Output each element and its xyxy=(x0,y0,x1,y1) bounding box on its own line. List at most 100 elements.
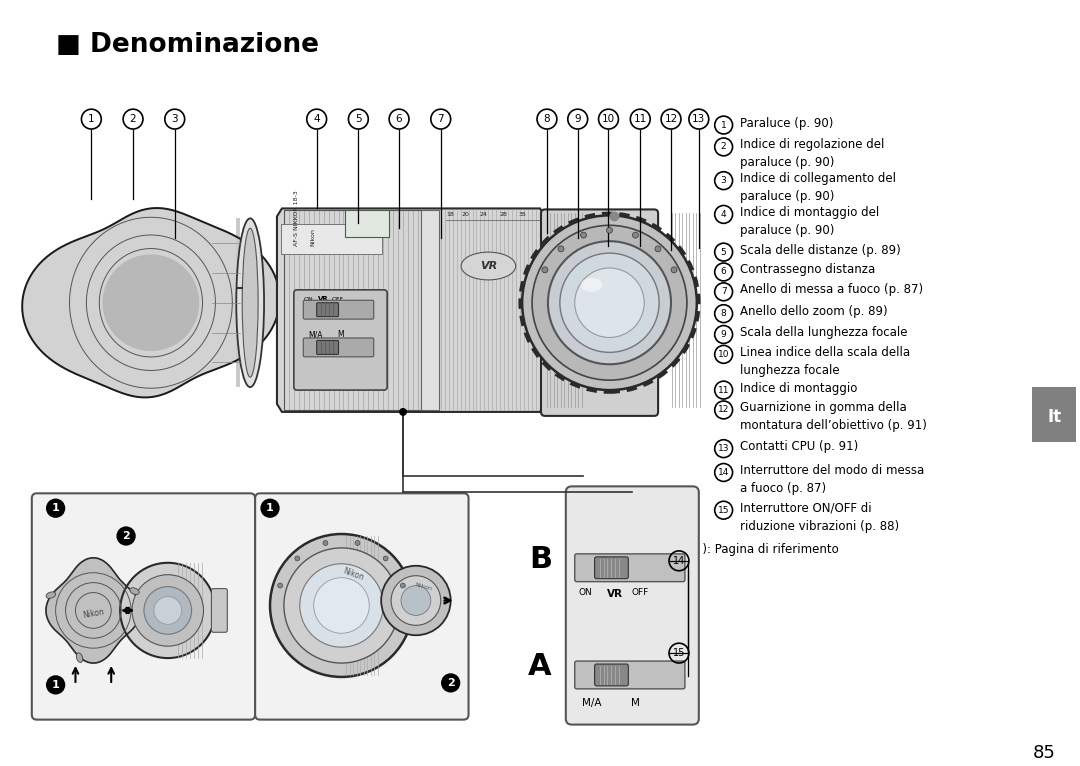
FancyBboxPatch shape xyxy=(595,557,629,578)
Circle shape xyxy=(401,583,405,588)
Text: 5: 5 xyxy=(720,247,727,257)
Circle shape xyxy=(295,556,300,561)
Text: OFF: OFF xyxy=(332,296,343,302)
Text: 2: 2 xyxy=(130,114,136,124)
Text: ON: ON xyxy=(579,588,593,597)
Circle shape xyxy=(609,211,620,221)
Text: 13: 13 xyxy=(692,114,705,124)
FancyBboxPatch shape xyxy=(303,338,374,357)
Text: Anello dello zoom (p. 89): Anello dello zoom (p. 89) xyxy=(740,305,887,318)
Circle shape xyxy=(284,548,399,663)
Text: OFF: OFF xyxy=(632,588,649,597)
Text: 6: 6 xyxy=(395,114,403,124)
FancyBboxPatch shape xyxy=(255,493,469,719)
Text: riduzione vibrazioni (p. 88): riduzione vibrazioni (p. 88) xyxy=(740,519,899,532)
Circle shape xyxy=(633,232,638,238)
Text: ( ): Pagina di riferimento: ( ): Pagina di riferimento xyxy=(694,543,839,556)
Text: It: It xyxy=(1048,408,1062,426)
Text: 14: 14 xyxy=(673,556,685,566)
Polygon shape xyxy=(46,558,140,663)
Circle shape xyxy=(381,566,450,635)
Text: 20: 20 xyxy=(461,212,470,218)
Text: Contatti CPU (p. 91): Contatti CPU (p. 91) xyxy=(740,440,858,453)
Text: 2: 2 xyxy=(720,142,727,152)
FancyBboxPatch shape xyxy=(316,340,338,355)
Text: B: B xyxy=(529,545,552,574)
Circle shape xyxy=(270,534,413,677)
Text: 35: 35 xyxy=(518,212,526,218)
Text: 8: 8 xyxy=(720,309,727,318)
Text: ON: ON xyxy=(303,296,313,302)
Text: 11: 11 xyxy=(634,114,647,124)
Text: M: M xyxy=(338,330,345,339)
Text: Scala della lunghezza focale: Scala della lunghezza focale xyxy=(740,326,907,339)
Text: Paraluce (p. 90): Paraluce (p. 90) xyxy=(740,116,833,129)
Circle shape xyxy=(542,267,548,273)
Ellipse shape xyxy=(581,278,603,292)
Text: Anello di messa a fuoco (p. 87): Anello di messa a fuoco (p. 87) xyxy=(740,283,922,296)
FancyBboxPatch shape xyxy=(1032,387,1076,442)
Text: Indice di regolazione del: Indice di regolazione del xyxy=(740,139,883,152)
Text: 12: 12 xyxy=(664,114,677,124)
Text: Nikon: Nikon xyxy=(341,567,365,583)
FancyBboxPatch shape xyxy=(421,211,438,410)
Text: M: M xyxy=(632,698,640,708)
FancyBboxPatch shape xyxy=(541,209,658,416)
Text: 10: 10 xyxy=(718,350,729,358)
Text: Interruttore ON/OFF di: Interruttore ON/OFF di xyxy=(740,502,872,515)
Text: Nikon: Nikon xyxy=(82,607,105,620)
Text: M/A: M/A xyxy=(582,698,602,708)
Text: VR: VR xyxy=(480,261,497,271)
Circle shape xyxy=(300,564,383,647)
Circle shape xyxy=(671,267,677,273)
Circle shape xyxy=(558,246,564,252)
Circle shape xyxy=(46,676,65,694)
Text: VR: VR xyxy=(607,588,622,598)
FancyBboxPatch shape xyxy=(281,224,382,254)
Polygon shape xyxy=(23,208,280,398)
Text: paraluce (p. 90): paraluce (p. 90) xyxy=(740,190,834,203)
Circle shape xyxy=(120,563,215,658)
Circle shape xyxy=(383,556,388,561)
Text: 11: 11 xyxy=(718,385,729,394)
Text: 7: 7 xyxy=(437,114,444,124)
Text: 7: 7 xyxy=(720,287,727,296)
Text: 15: 15 xyxy=(673,648,685,658)
Ellipse shape xyxy=(77,653,83,663)
Text: 85: 85 xyxy=(1032,745,1055,762)
Text: 28: 28 xyxy=(499,212,508,218)
Text: Scala delle distanze (p. 89): Scala delle distanze (p. 89) xyxy=(740,244,901,257)
Text: 18: 18 xyxy=(447,212,455,218)
Circle shape xyxy=(607,228,612,234)
Circle shape xyxy=(278,583,283,588)
Text: Nikon: Nikon xyxy=(415,582,433,591)
Text: Indice di collegamento del: Indice di collegamento del xyxy=(740,172,895,185)
Text: 15: 15 xyxy=(718,506,729,515)
Circle shape xyxy=(153,597,181,624)
Circle shape xyxy=(559,253,659,352)
Circle shape xyxy=(581,232,586,238)
Text: 24: 24 xyxy=(480,212,487,218)
Text: 9: 9 xyxy=(575,114,581,124)
Text: 3: 3 xyxy=(172,114,178,124)
Text: AF-S NIKKOR 18-3: AF-S NIKKOR 18-3 xyxy=(295,191,299,246)
FancyBboxPatch shape xyxy=(212,588,227,632)
Text: 6: 6 xyxy=(720,267,727,277)
Text: Interruttore del modo di messa: Interruttore del modo di messa xyxy=(740,464,923,477)
Text: Linea indice della scala della: Linea indice della scala della xyxy=(740,346,909,358)
Text: 9: 9 xyxy=(720,330,727,339)
Circle shape xyxy=(401,586,431,615)
Text: 1: 1 xyxy=(266,503,274,513)
Ellipse shape xyxy=(242,228,258,377)
Text: 1: 1 xyxy=(89,114,95,124)
Circle shape xyxy=(313,578,369,633)
FancyBboxPatch shape xyxy=(31,493,255,719)
Text: ■ Denominazione: ■ Denominazione xyxy=(55,31,319,57)
Text: 1: 1 xyxy=(720,120,727,129)
Circle shape xyxy=(532,225,687,380)
Circle shape xyxy=(46,499,65,517)
Circle shape xyxy=(132,574,203,647)
Polygon shape xyxy=(237,218,240,387)
Circle shape xyxy=(117,527,135,545)
Circle shape xyxy=(575,268,645,338)
